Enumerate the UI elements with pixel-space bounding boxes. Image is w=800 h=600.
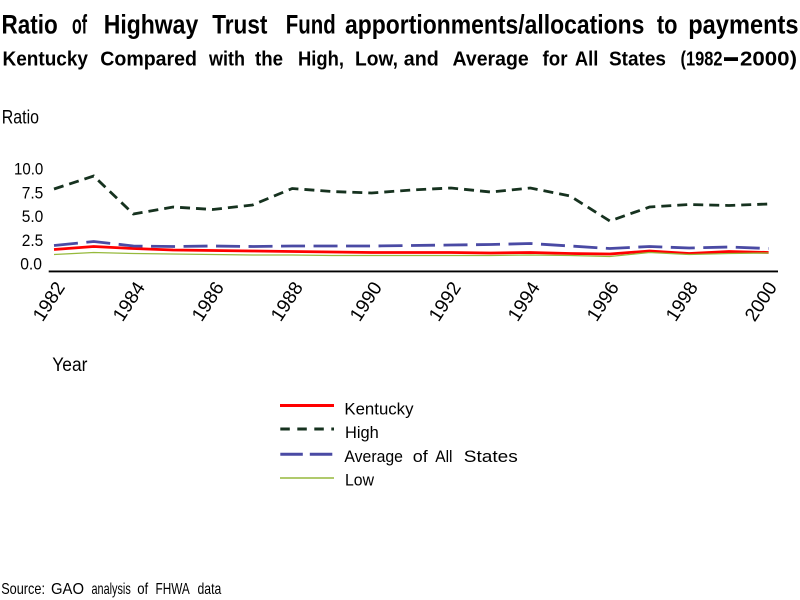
svg-text:7.5: 7.5 xyxy=(22,184,44,202)
svg-text:0.0: 0.0 xyxy=(20,256,42,274)
svg-text:5.0: 5.0 xyxy=(22,208,44,226)
svg-text:1982: 1982 xyxy=(29,278,70,325)
svg-text:High: High xyxy=(345,424,379,442)
svg-text:Ratio: Ratio xyxy=(2,108,39,129)
svg-text:1986: 1986 xyxy=(188,278,229,325)
svg-text:1996: 1996 xyxy=(583,278,624,325)
svg-text:Year: Year xyxy=(52,355,88,376)
svg-text:Kentucky: Kentucky xyxy=(344,400,414,418)
svg-text:2000: 2000 xyxy=(741,278,782,325)
svg-text:10.0: 10.0 xyxy=(14,161,43,179)
svg-text:1998: 1998 xyxy=(662,278,703,325)
svg-text:1984: 1984 xyxy=(109,278,150,325)
svg-text:1992: 1992 xyxy=(425,278,466,325)
svg-text:2.5: 2.5 xyxy=(22,232,44,250)
svg-text:1990: 1990 xyxy=(346,278,387,325)
svg-text:1988: 1988 xyxy=(267,278,308,325)
svg-text:1994: 1994 xyxy=(504,278,545,325)
svg-text:Low: Low xyxy=(345,472,374,490)
